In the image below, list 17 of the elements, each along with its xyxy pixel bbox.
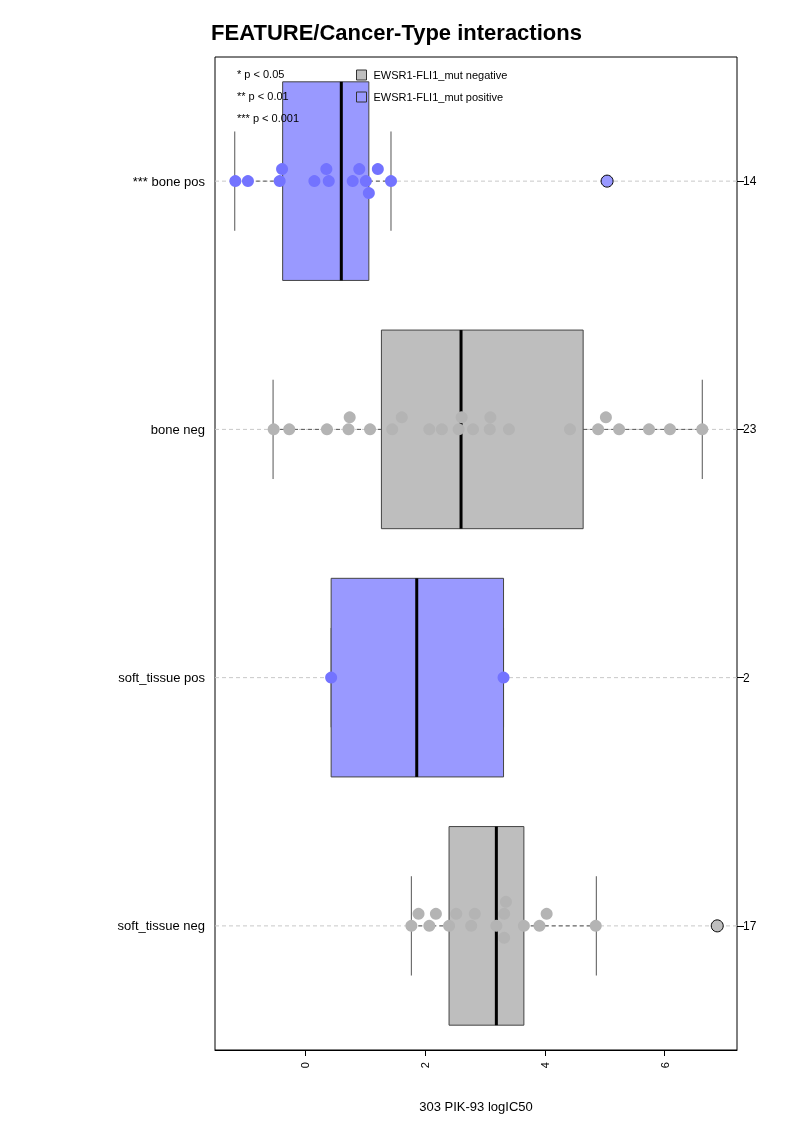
y-tick-label: soft_tissue pos — [118, 670, 206, 686]
y2-tick-label: 23 — [743, 422, 757, 437]
legend-label: EWSR1-FLI1_mut negative — [373, 68, 508, 81]
annotation: * p < 0.05 — [237, 67, 285, 80]
x-tick-label: 4 — [538, 1062, 551, 1069]
x-axis-title: 303 PIK-93 logIC50 — [419, 1099, 533, 1114]
y-tick-label: bone neg — [150, 421, 205, 437]
y2-tick-label: 17 — [743, 918, 757, 933]
y2-tick-label: 2 — [743, 670, 750, 685]
x-tick-label: 2 — [419, 1062, 432, 1069]
x-tick-label: 6 — [658, 1062, 671, 1069]
y2-tick-label: 14 — [743, 174, 757, 189]
y-tick-label: soft_tissue neg — [117, 918, 205, 934]
legend-label: EWSR1-FLI1_mut positive — [373, 90, 504, 103]
chart-title: FEATURE/Cancer-Type interactions — [211, 19, 582, 45]
y-tick-label: *** bone pos — [132, 173, 206, 189]
x-tick-label: 0 — [299, 1062, 312, 1069]
